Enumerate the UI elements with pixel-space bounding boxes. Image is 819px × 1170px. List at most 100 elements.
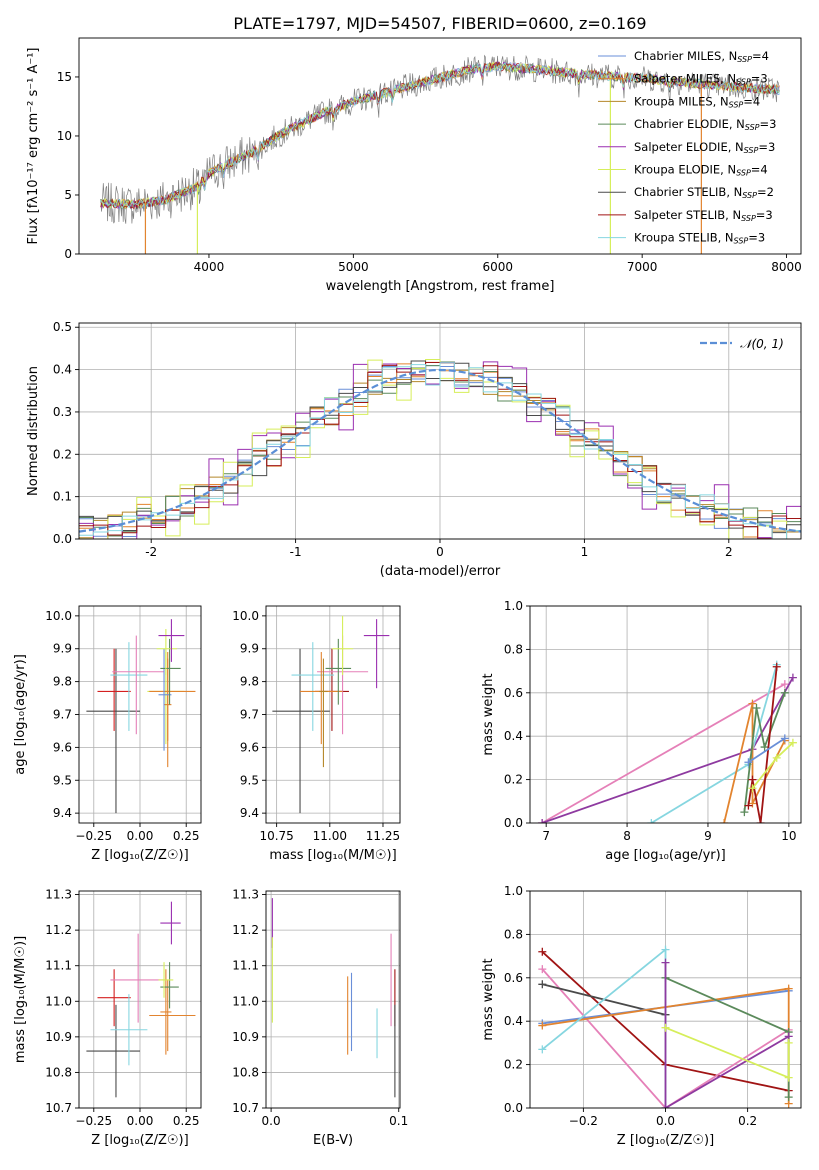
mass-weight-marker [748,699,757,708]
x-tick-label: 0.0 [262,1114,281,1128]
y-tick-label: 0.0 [53,532,72,546]
model-spectrum-salpeter-stelib [100,61,780,210]
y-tick-label: 0.4 [53,363,72,377]
panel-mass_vs_EBV: 0.0 0.1 10.7 10.8 10.9 11.0 11.1 11.2 11.3 E(B-V) [232,888,408,1148]
y-tick-label: 9.6 [240,740,259,754]
mass-weight-marker [538,1045,547,1054]
x-axis-label: Z [log₁₀(Z/Z☉)] [617,1133,714,1148]
mass-weight-marker [784,1093,793,1102]
y-tick-label: 0.0 [504,816,523,830]
y-tick-label: 11.1 [45,959,72,973]
y-tick-label: 0.0 [504,1101,523,1115]
legend-entry: Salpeter STELIB, NSSP=3 [634,208,773,223]
x-tick-label: 4000 [194,260,225,274]
mass-weight-marker [752,703,761,712]
plot-area-age_vs_Z [86,619,196,814]
plot-area-mass_vs_EBV [271,898,396,1098]
mass-weight-marker [788,673,797,682]
mass-weight-marker [720,819,729,823]
y-axis-label: mass [log₁₀(M/M☉)] [13,936,28,1063]
mass-weight-marker [538,819,547,823]
x-tick-label: 11.00 [313,829,347,843]
mass-weight-marker [748,784,757,793]
x-axis-label: Z [log₁₀(Z/Z☉)] [91,1133,188,1148]
mass-weight-marker [740,808,749,817]
legend-entry: Chabrier MILES, NSSP=4 [634,49,769,64]
mass-weight-marker [744,801,753,810]
mass-weight-line-chabrier-miles [747,737,786,763]
x-tick-label: 0.25 [173,829,200,843]
mass-weight-marker [661,1104,670,1108]
y-tick-label: 9.5 [53,773,72,787]
y-tick-label: 0.2 [504,773,523,787]
x-tick-label: 8000 [771,260,802,274]
axes-frame [265,890,401,1109]
y-tick-label: 10.7 [45,1101,72,1115]
plot-area-age_vs_mass [272,615,390,814]
x-tick-label: -2 [145,545,157,559]
x-axis-label: E(B-V) [313,1133,353,1148]
x-tick-label: 7 [542,829,550,843]
x-tick-label: 9 [704,829,712,843]
mass-weight-marker [772,753,781,762]
y-tick-label: 10 [57,129,72,143]
y-tick-label: 0.5 [53,320,72,334]
y-axis-label: mass weight [481,673,496,755]
y-tick-label: 11.0 [232,994,259,1008]
mass-weight-marker [788,738,797,747]
plot-area-massweight_vs_age [538,660,797,823]
y-axis-label: Flux [fλ10⁻¹⁷ erg cm⁻² s⁻¹ A⁻¹] [26,48,41,245]
y-tick-label: 0.8 [504,642,523,656]
y-axis-label: age [log₁₀(age/yr)] [13,654,28,775]
legend-entry: Salpeter MILES, NSSP=3 [634,72,768,87]
y-tick-label: 1.0 [504,884,523,898]
mass-weight-marker [538,965,547,974]
x-tick-label: −0.2 [569,1114,598,1128]
y-tick-label: 9.9 [240,642,259,656]
y-tick-label: 5 [64,188,72,202]
y-tick-label: 10.8 [232,1065,259,1079]
y-tick-label: 0.2 [504,1058,523,1072]
plot-area-spectrum [100,54,780,254]
x-tick-label: 0.00 [127,1114,154,1128]
y-tick-label: 9.7 [240,708,259,722]
mass-weight-marker [647,819,656,823]
y-tick-label: 10.0 [232,609,259,623]
mass-weight-marker [756,819,765,823]
panel-massweight_vs_Z: −0.2 0.0 0.2 0.0 0.2 0.4 0.6 0.8 1.0 Z [log₁₀(Z/Z… [481,884,802,1148]
x-tick-label: 0 [436,545,444,559]
y-tick-label: 9.6 [53,740,72,754]
model-spectrum-kroupa-stelib [100,62,780,210]
y-tick-label: 0.6 [504,971,523,985]
y-tick-label: 10.9 [45,1030,72,1044]
y-tick-label: 9.9 [53,642,72,656]
plot-area-residuals [79,359,801,539]
x-tick-label: 0.2 [738,1114,757,1128]
y-tick-label: 9.4 [240,806,259,820]
x-tick-label: 0.1 [389,1114,408,1128]
x-axis-label: mass [log₁₀(M/M☉)] [269,848,396,863]
legend-entry: Chabrier STELIB, NSSP=2 [634,185,774,200]
spectrum-legend: Chabrier MILES, NSSP=4 Salpeter MILES, NS… [598,49,776,246]
y-tick-label: 15 [57,70,72,84]
x-tick-label: 11.25 [366,829,400,843]
y-tick-label: 11.3 [232,888,259,902]
normal-distribution-curve [79,368,801,533]
mass-weight-marker [661,945,670,954]
x-axis-label: (data-model)/error [380,564,501,579]
y-tick-label: 0.4 [504,1014,523,1028]
x-tick-label: 0.25 [173,1114,200,1128]
x-tick-label: 10 [781,829,796,843]
mass-weight-marker [748,775,757,784]
y-tick-label: 10.7 [232,1101,259,1115]
y-tick-label: 9.8 [240,675,259,689]
mass-weight-line-salpeter-miles [723,703,786,823]
y-tick-label: 11.0 [45,994,72,1008]
x-tick-label: 0.00 [127,829,154,843]
x-tick-label: −0.25 [75,1114,112,1128]
mass-weight-marker [784,1073,793,1082]
y-tick-label: 10.8 [45,1065,72,1079]
y-tick-label: 10.0 [45,609,72,623]
panel-spectrum: 4000 5000 6000 7000 8000 0 5 10 15 wavelength [An… [26,37,802,294]
y-tick-label: 0.3 [53,405,72,419]
